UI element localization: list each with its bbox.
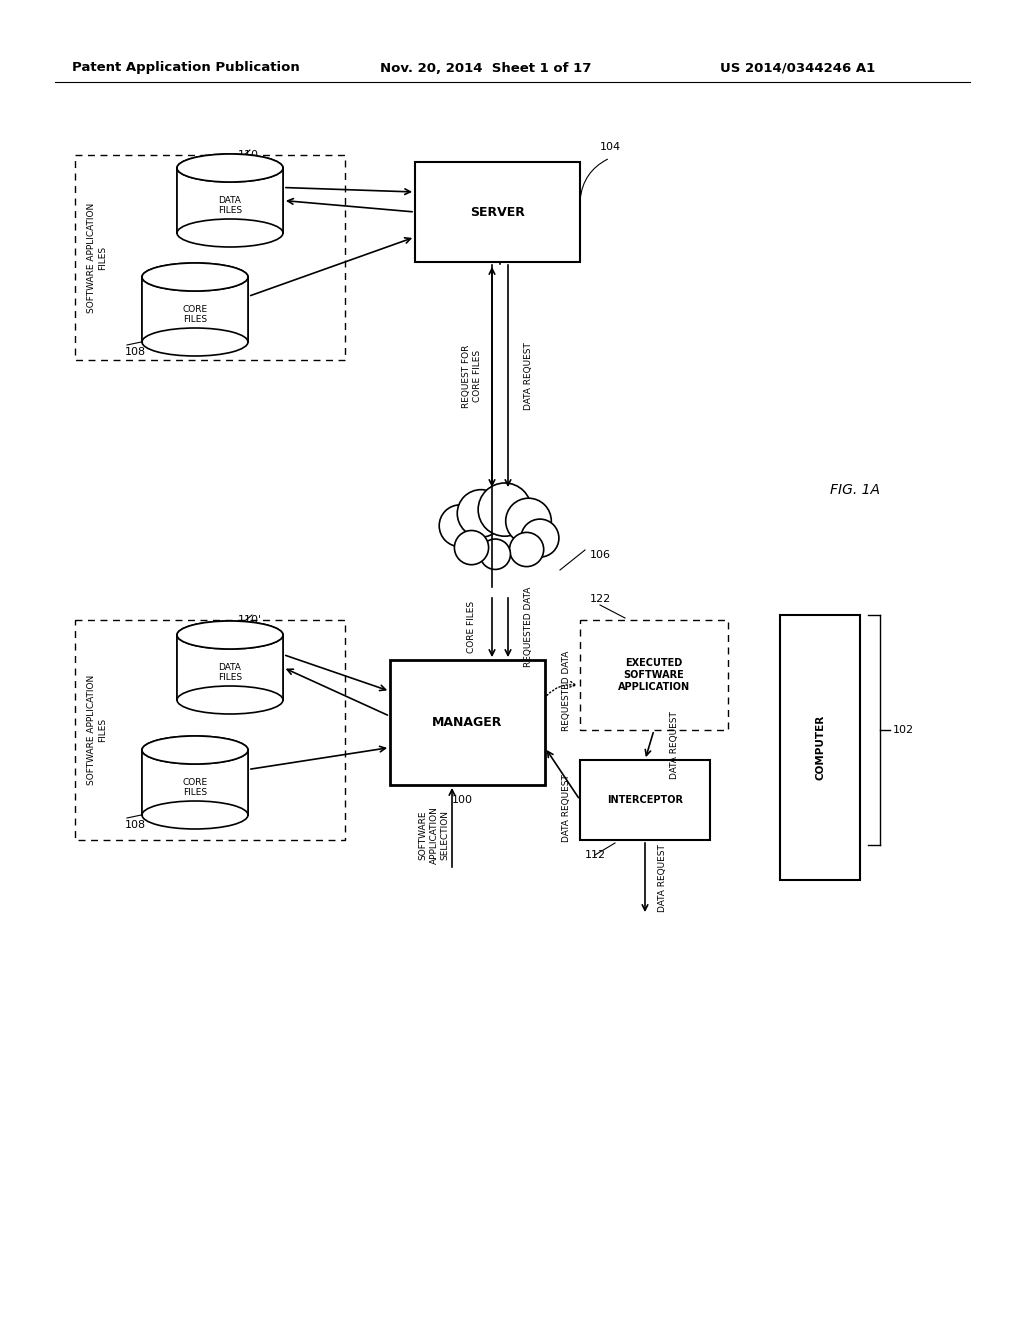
Bar: [780, 615, 860, 880]
Text: 110: 110: [238, 150, 259, 160]
Text: 106: 106: [590, 550, 611, 560]
Ellipse shape: [142, 327, 248, 356]
Bar: [142, 750, 248, 814]
Ellipse shape: [142, 263, 248, 290]
Bar: [75, 620, 345, 840]
Circle shape: [478, 483, 531, 536]
Bar: [177, 635, 283, 700]
Text: 112: 112: [585, 850, 606, 861]
Text: REQUEST FOR
CORE FILES: REQUEST FOR CORE FILES: [462, 345, 482, 408]
Text: SOFTWARE APPLICATION
FILES: SOFTWARE APPLICATION FILES: [87, 675, 108, 785]
Text: SERVER: SERVER: [470, 206, 525, 219]
Circle shape: [480, 539, 510, 569]
Ellipse shape: [177, 686, 283, 714]
Text: 122: 122: [590, 594, 611, 605]
Text: 104: 104: [600, 143, 622, 152]
Ellipse shape: [177, 219, 283, 247]
Text: DATA
FILES: DATA FILES: [218, 195, 242, 215]
Text: FIG. 1A: FIG. 1A: [830, 483, 880, 498]
Text: REQUESTED DATA: REQUESTED DATA: [562, 651, 571, 731]
Bar: [177, 168, 283, 234]
Bar: [390, 660, 545, 785]
Text: 108: 108: [125, 347, 146, 356]
Bar: [580, 760, 710, 840]
Circle shape: [455, 531, 488, 565]
Text: REQUESTED DATA: REQUESTED DATA: [523, 587, 532, 667]
Text: SOFTWARE
APPLICATION
SELECTION: SOFTWARE APPLICATION SELECTION: [419, 807, 450, 863]
Text: DATA REQUEST: DATA REQUEST: [523, 342, 532, 411]
Text: Nov. 20, 2014  Sheet 1 of 17: Nov. 20, 2014 Sheet 1 of 17: [380, 62, 592, 74]
Text: DATA
FILES: DATA FILES: [218, 663, 242, 682]
Text: CORE
FILES: CORE FILES: [182, 305, 208, 325]
Bar: [580, 620, 728, 730]
Text: CORE FILES: CORE FILES: [468, 601, 476, 653]
Ellipse shape: [142, 737, 248, 764]
Text: 110': 110': [238, 615, 262, 624]
Ellipse shape: [142, 801, 248, 829]
Text: US 2014/0344246 A1: US 2014/0344246 A1: [720, 62, 876, 74]
Text: SOFTWARE APPLICATION
FILES: SOFTWARE APPLICATION FILES: [87, 202, 108, 313]
Ellipse shape: [177, 620, 283, 649]
Ellipse shape: [177, 154, 283, 182]
Text: DATA REQUEST: DATA REQUEST: [658, 843, 668, 912]
Text: MANAGER: MANAGER: [432, 715, 503, 729]
Circle shape: [458, 490, 505, 537]
Text: INTERCEPTOR: INTERCEPTOR: [607, 795, 683, 805]
Text: 108: 108: [125, 820, 146, 830]
Bar: [75, 154, 345, 360]
Text: DATA REQUEST: DATA REQUEST: [670, 711, 679, 779]
Circle shape: [521, 519, 559, 557]
Text: 100: 100: [452, 795, 473, 805]
Ellipse shape: [177, 620, 283, 649]
Ellipse shape: [177, 154, 283, 182]
Text: COMPUTER: COMPUTER: [815, 715, 825, 780]
Circle shape: [510, 532, 544, 566]
Text: DATA REQUEST: DATA REQUEST: [562, 774, 571, 842]
Circle shape: [439, 504, 481, 546]
Text: Patent Application Publication: Patent Application Publication: [72, 62, 300, 74]
Text: 102: 102: [893, 725, 914, 735]
Circle shape: [506, 498, 551, 544]
Text: EXECUTED
SOFTWARE
APPLICATION: EXECUTED SOFTWARE APPLICATION: [617, 657, 690, 693]
Ellipse shape: [142, 263, 248, 290]
Ellipse shape: [142, 737, 248, 764]
Bar: [415, 162, 580, 261]
Bar: [142, 277, 248, 342]
Text: CORE
FILES: CORE FILES: [182, 777, 208, 797]
